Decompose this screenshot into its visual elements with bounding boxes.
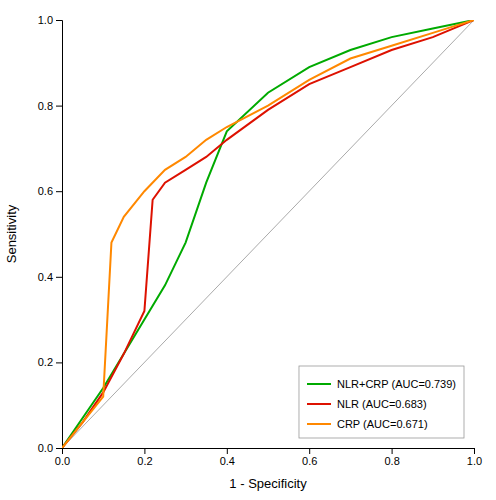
tick: 0.2 <box>137 448 152 467</box>
roc-line <box>62 20 474 448</box>
tick-label: 0.4 <box>38 271 53 283</box>
tick-label: 0.2 <box>38 356 53 368</box>
y-axis: 0.0 0.2 0.4 0.6 0.8 1.0 <box>38 14 63 454</box>
tick: 0.6 <box>302 448 317 467</box>
tick: 0.0 <box>55 448 70 467</box>
legend-label: CRP (AUC=0.671) <box>337 418 428 430</box>
tick-label: 0.0 <box>38 442 53 454</box>
x-axis: 0.0 0.2 0.4 0.6 0.8 1.0 <box>55 448 482 467</box>
roc-line <box>62 20 474 448</box>
tick-label: 0.0 <box>55 455 70 467</box>
legend-label: NLR (AUC=0.683) <box>337 398 427 410</box>
tick-label: 0.4 <box>220 455 235 467</box>
tick-mark <box>227 448 228 454</box>
roc-line <box>62 20 474 448</box>
tick: 1.0 <box>467 448 482 467</box>
tick-label: 1.0 <box>467 455 482 467</box>
legend: NLR+CRP (AUC=0.739) NLR (AUC=0.683) CRP (A… <box>299 366 464 438</box>
reference-line <box>62 20 474 448</box>
legend-swatch <box>307 423 331 425</box>
tick-mark <box>56 362 62 363</box>
tick: 0.0 <box>38 442 62 454</box>
tick: 0.2 <box>38 356 62 368</box>
tick: 0.4 <box>220 448 235 467</box>
axis-line <box>56 21 63 449</box>
tick-mark <box>309 448 310 454</box>
tick: 1.0 <box>38 14 62 26</box>
tick-label: 0.2 <box>137 455 152 467</box>
y-axis-title: Sensitivity <box>4 204 19 263</box>
axis-line <box>63 449 475 455</box>
tick-mark <box>144 448 145 454</box>
tick: 0.8 <box>384 448 399 467</box>
tick: 0.6 <box>38 185 62 197</box>
tick-label: 0.6 <box>38 185 53 197</box>
tick-label: 0.8 <box>38 100 53 112</box>
tick-mark <box>56 277 62 278</box>
tick-mark <box>56 20 62 21</box>
tick-mark <box>392 448 393 454</box>
chart: 0.0 0.2 0.4 0.6 0.8 1.0 0.0 0.2 0.4 0.6 0.8 1.0 NLR+… <box>0 0 496 500</box>
legend-label: NLR+CRP (AUC=0.739) <box>337 378 456 390</box>
tick-mark <box>56 191 62 192</box>
tick-label: 0.8 <box>384 455 399 467</box>
tick: 0.8 <box>38 100 62 112</box>
tick: 0.4 <box>38 271 62 283</box>
x-axis-title: 1 - Specificity <box>229 476 307 491</box>
legend-swatch <box>307 383 331 385</box>
legend-frame <box>299 366 464 438</box>
tick-label: 0.6 <box>302 455 317 467</box>
tick-label: 1.0 <box>38 14 53 26</box>
legend-swatch <box>307 403 331 405</box>
plot: 0.0 0.2 0.4 0.6 0.8 1.0 0.0 0.2 0.4 0.6 0.8 1.0 NLR+… <box>38 14 482 467</box>
tick-mark <box>56 448 62 449</box>
marks <box>62 20 474 448</box>
tick-mark <box>56 106 62 107</box>
tick-mark <box>474 448 475 454</box>
